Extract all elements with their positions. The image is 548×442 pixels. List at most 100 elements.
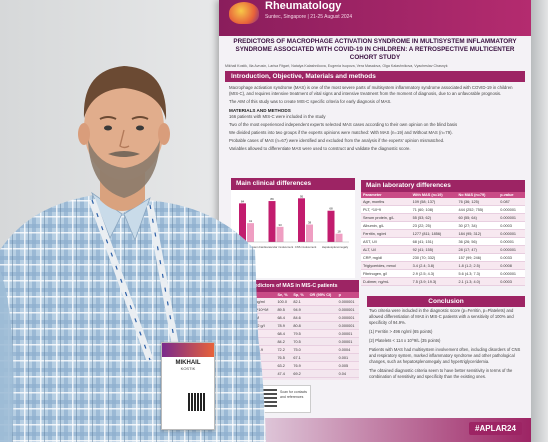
- table-cell: 70.5: [291, 337, 308, 346]
- clinical-bar: [298, 198, 305, 242]
- table-cell: 0.000001: [498, 245, 525, 254]
- table-cell: 82.1: [291, 298, 308, 306]
- clinical-bar: [276, 226, 284, 242]
- table-cell: 0.000001: [336, 298, 359, 306]
- clinical-bar-label: 38: [308, 221, 312, 225]
- beard: [88, 140, 160, 198]
- hair: [83, 66, 167, 120]
- table-cell: 0.0003: [498, 277, 525, 286]
- table-cell: 0.0033: [498, 253, 525, 262]
- conclusion-item: (2) Platelets < 114 x 10^9/L (35 points): [369, 338, 441, 343]
- table-cell: 0.000001: [336, 321, 359, 330]
- conclusion-item: Patients with MAS had multisystem involv…: [369, 347, 521, 364]
- clinical-category-label: Cardiovascular involvement: [259, 245, 294, 249]
- clinical-bar-label: 84: [241, 199, 245, 203]
- table-cell: 444 (252; 755): [456, 205, 499, 214]
- table-cell: 71 (60; 108): [410, 205, 457, 214]
- table-cell: ALT, U/l: [361, 245, 411, 254]
- table-cell: 0.000001: [336, 313, 359, 322]
- lab-table-row: D-dimer, ng/mL 7.5 (3.9; 19.3) 2.1 (1.3; 4…: [361, 277, 525, 286]
- lab-table-header: With MAS (n=19): [410, 192, 457, 198]
- table-cell: D-dimer, ng/mL: [361, 277, 411, 286]
- methods-item: We divided patients into two groups if t…: [229, 130, 453, 135]
- aim-text: The AIM of this study was to create MIS-…: [229, 99, 392, 104]
- conclusion-heading: Conclusion: [367, 296, 525, 307]
- table-cell: AST, U/l: [361, 237, 411, 246]
- lab-table-row: Fibrinogen, g/l 2.9 (2.5; 4.3) 5.6 (4.3; 7…: [361, 269, 525, 278]
- clinical-differences-heading: Main clinical differences: [231, 178, 355, 190]
- methods-list: 166 patients with MIS-C were included in…: [229, 114, 523, 152]
- clinical-bar: [327, 210, 335, 242]
- table-cell: 0.005: [336, 361, 359, 370]
- predictor-table-header: p: [336, 292, 359, 298]
- table-cell: [307, 329, 337, 338]
- table-cell: 72.2: [275, 345, 292, 354]
- table-cell: Fibrinogen, g/l: [361, 269, 411, 278]
- clinical-bar-label: 33: [278, 223, 282, 227]
- table-cell: 1277 (811; 1856): [410, 229, 457, 238]
- clinical-category-label: CNS involvement: [295, 245, 317, 249]
- table-cell: [307, 345, 337, 354]
- table-cell: 7.5 (3.9; 19.3): [410, 277, 457, 286]
- table-cell: [307, 369, 337, 378]
- badge-header: [162, 343, 214, 357]
- clinical-bar-label: 89: [270, 197, 274, 201]
- badge-name: MIKHAIL: [175, 360, 201, 366]
- table-cell: 47.4: [275, 369, 292, 378]
- conclusion-item: Two criteria were included in the diagno…: [369, 308, 514, 325]
- conference-name: Rheumatology: [265, 0, 342, 12]
- table-cell: 63.2: [275, 361, 292, 370]
- clinical-bar: [247, 223, 254, 242]
- table-cell: Ferritin, ng/ml: [361, 229, 411, 238]
- table-cell: [307, 337, 337, 346]
- predictor-table-header: Sp, %: [291, 292, 308, 298]
- table-cell: [307, 353, 337, 362]
- table-cell: Age, months: [361, 198, 411, 206]
- table-cell: 0.000001: [498, 229, 525, 238]
- badge-qr-icon: [188, 393, 206, 411]
- table-cell: 184 (95; 312): [456, 229, 499, 238]
- table-cell: Albumin, g/L: [361, 221, 411, 230]
- table-cell: 0.00001: [498, 237, 525, 246]
- lab-table-row: Serum protein, g/L 55 (53; 62) 60 (55; 64)…: [361, 213, 525, 222]
- table-cell: 0.0004: [336, 345, 359, 354]
- table-cell: 36 (26; 56): [456, 237, 499, 246]
- conclusion-item: The obtained diagnostic criteria seem to…: [369, 368, 513, 379]
- table-cell: 2.9 (2.5; 4.3): [410, 269, 457, 278]
- poster-authors: Mikhail Kostik, Ilia Avrusin, Larisa Fit…: [225, 64, 448, 68]
- table-cell: 1.8 (1.2; 2.5): [456, 261, 499, 270]
- table-cell: 100.0: [275, 298, 292, 306]
- table-cell: 60 (55; 64): [456, 213, 499, 222]
- table-cell: [307, 305, 337, 314]
- clinical-bar-label: 68: [329, 207, 333, 211]
- methods-heading: MATERIALS AND METHODS: [229, 108, 291, 113]
- lab-differences-heading: Main laboratory differences: [361, 180, 525, 192]
- table-cell: [307, 298, 337, 306]
- table-cell: 89.5: [275, 305, 292, 314]
- lab-table-header: Parameter: [361, 192, 411, 198]
- table-cell: 0.0003: [498, 221, 525, 230]
- table-cell: 68.4: [275, 313, 292, 322]
- table-cell: 0.04: [336, 369, 359, 378]
- lab-table-row: CRP, mg/dl 230 (70; 332) 157 (99; 246) 0.00…: [361, 253, 525, 262]
- table-cell: 0.000001: [498, 269, 525, 278]
- lab-table-row: Ferritin, ng/ml 1277 (811; 1856) 184 (95; …: [361, 229, 525, 238]
- table-cell: 76 (36; 125): [456, 198, 499, 206]
- lab-table-row: AST, U/l 68 (41; 151) 36 (26; 56) 0.00001: [361, 237, 525, 246]
- table-cell: 78.9: [275, 321, 292, 330]
- table-cell: 0.00001: [336, 329, 359, 338]
- predictor-table-header: OR (95% CI): [307, 292, 337, 298]
- table-cell: 0.001: [336, 353, 359, 362]
- predictor-table-header: Se, %: [275, 292, 292, 298]
- lab-table-row: Albumin, g/L 23 (22; 25) 30 (27; 34) 0.0003: [361, 221, 525, 230]
- table-cell: 68 (41; 151): [410, 237, 457, 246]
- table-cell: Serum protein, g/L: [361, 213, 411, 222]
- table-cell: 0.000001: [336, 305, 359, 314]
- methods-item: Variables allowed to differentiate MAS w…: [229, 146, 411, 151]
- table-cell: 157 (99; 246): [456, 253, 499, 262]
- table-cell: 109 (58; 137): [410, 198, 457, 206]
- table-cell: 69.2: [291, 369, 308, 378]
- clinical-bar: [268, 201, 276, 242]
- table-cell: 230 (70; 332): [410, 253, 457, 262]
- lab-table-row: PLT, *10^9 71 (60; 108) 444 (252; 755) 0.00…: [361, 205, 525, 214]
